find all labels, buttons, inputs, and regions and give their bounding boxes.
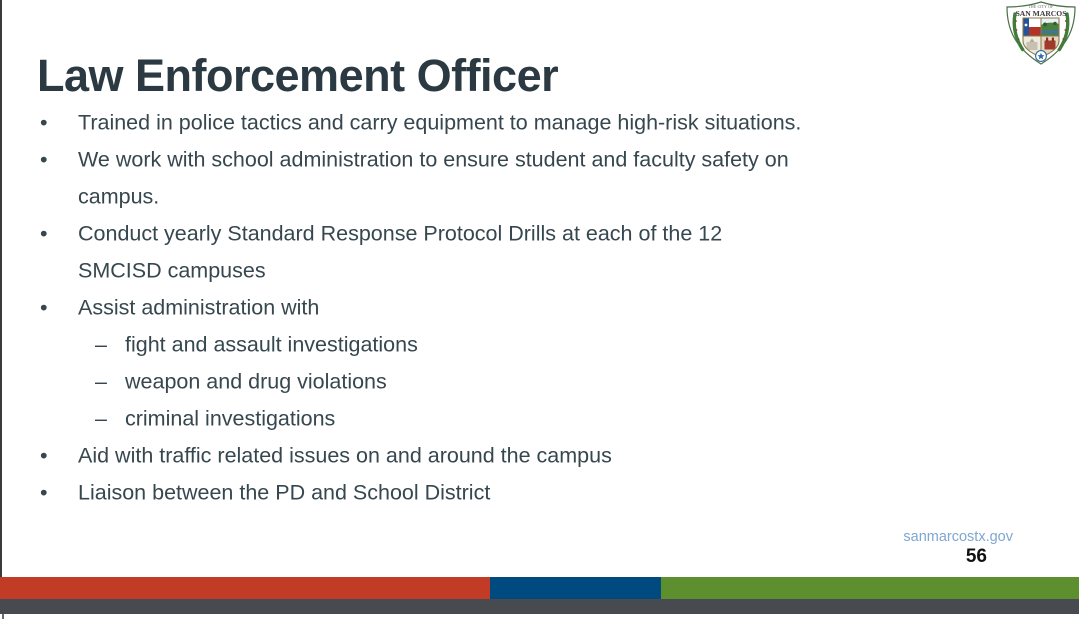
- seal-text-top: THE CITY OF: [1029, 5, 1054, 9]
- list-item: SMCISD campuses: [0, 252, 1079, 289]
- bullet-icon: •: [40, 147, 48, 171]
- bullet-icon: •: [40, 110, 48, 134]
- list-item-text: weapon and drug violations: [125, 369, 387, 393]
- list-item-text: Conduct yearly Standard Response Protoco…: [78, 221, 723, 245]
- slide-title: Law Enforcement Officer: [37, 50, 559, 102]
- bullet-icon: •: [40, 221, 48, 245]
- dash-icon: –: [95, 369, 107, 393]
- list-item: – fight and assault investigations: [0, 326, 1079, 363]
- bullet-icon: •: [40, 443, 48, 467]
- footer-bar-red: [0, 577, 490, 599]
- list-item-text: criminal investigations: [125, 406, 336, 430]
- next-page-left-border: [2, 614, 4, 619]
- city-of-san-marcos-seal-logo: THE CITY OF SAN MARCOS: [1006, 1, 1076, 65]
- bullet-list: • Trained in police tactics and carry equ…: [0, 104, 1079, 511]
- footer-bar-blue: [490, 577, 661, 599]
- seal-left-branch-icon: [1012, 12, 1025, 52]
- list-item: • Assist administration with: [0, 289, 1079, 326]
- list-item-text: fight and assault investigations: [125, 332, 418, 356]
- list-item-text: campus.: [78, 184, 160, 208]
- page-number: 56: [965, 546, 987, 567]
- bullet-icon: •: [40, 295, 48, 319]
- dash-icon: –: [95, 406, 107, 430]
- viewer-page-gap: [0, 599, 1079, 614]
- footer-website-link: sanmarcostx.gov: [903, 529, 1013, 545]
- list-item-text: Trained in police tactics and carry equi…: [78, 110, 802, 134]
- list-item-text: Liaison between the PD and School Distri…: [78, 480, 491, 504]
- list-item: • Aid with traffic related issues on and …: [0, 437, 1079, 474]
- list-item: • Trained in police tactics and carry equ…: [0, 104, 1079, 141]
- seal-right-branch-icon: [1057, 12, 1070, 52]
- list-item: • Conduct yearly Standard Response Protoc…: [0, 215, 1079, 252]
- list-item-text: SMCISD campuses: [78, 258, 266, 282]
- page-left-border: [0, 0, 2, 577]
- list-item: campus.: [0, 178, 1079, 215]
- list-item-text: Aid with traffic related issues on and a…: [78, 443, 612, 467]
- dash-icon: –: [95, 332, 107, 356]
- bullet-icon: •: [40, 480, 48, 504]
- footer-bar-green: [661, 577, 1079, 599]
- list-item-text: Assist administration with: [78, 295, 320, 319]
- list-item-text: We work with school administration to en…: [78, 147, 789, 171]
- list-item: – criminal investigations: [0, 400, 1079, 437]
- list-item: – weapon and drug violations: [0, 363, 1079, 400]
- list-item: • We work with school administration to e…: [0, 141, 1079, 178]
- list-item: • Liaison between the PD and School Distr…: [0, 474, 1079, 511]
- seal-text-name: SAN MARCOS: [1016, 9, 1067, 18]
